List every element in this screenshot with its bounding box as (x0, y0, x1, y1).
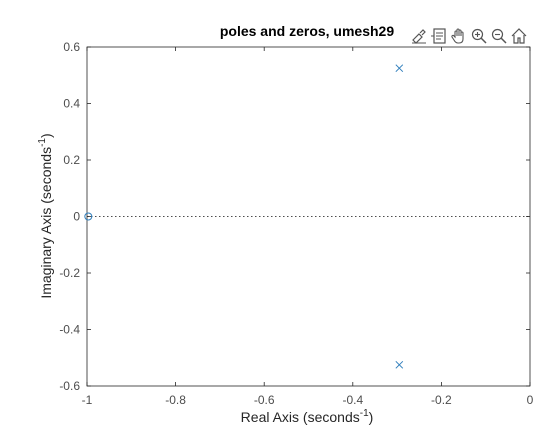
zoom-out-icon[interactable] (489, 25, 509, 47)
y-tick-label: 0.6 (63, 40, 80, 54)
pole-marker (395, 64, 404, 73)
y-tick-label: -0.6 (59, 379, 80, 393)
x-tick-label: -1 (82, 393, 93, 407)
zero-marker (84, 212, 93, 221)
y-tick-label: -0.4 (59, 323, 80, 337)
y-axis-ticks: 0.6 0.4 0.2 0 -0.2 -0.4 -0.6 (59, 40, 530, 393)
zoom-in-icon[interactable] (469, 25, 489, 47)
axes-toolbar (409, 25, 529, 47)
x-tick-label: -0.2 (431, 393, 452, 407)
x-axis-label: Real Axis (seconds-1) (241, 408, 374, 425)
x-tick-label: -0.6 (254, 393, 275, 407)
brush-icon[interactable] (409, 25, 429, 47)
y-tick-label: -0.2 (59, 266, 80, 280)
pan-icon[interactable] (449, 25, 469, 47)
x-tick-label: -0.8 (165, 393, 186, 407)
y-tick-label: 0 (73, 210, 80, 224)
pole-zero-markers (84, 64, 404, 369)
x-tick-label: 0 (527, 393, 534, 407)
x-axis-ticks: -1 -0.8 -0.6 -0.4 -0.2 0 (82, 47, 534, 407)
home-icon[interactable] (509, 25, 529, 47)
x-tick-label: -0.4 (342, 393, 363, 407)
y-tick-label: 0.2 (63, 153, 80, 167)
pole-marker (395, 360, 404, 369)
y-tick-label: 0.4 (63, 97, 80, 111)
datatip-icon[interactable] (429, 25, 449, 47)
y-axis-label: Imaginary Axis (seconds-1) (37, 133, 54, 298)
chart-title: poles and zeros, umesh29 (220, 23, 394, 39)
